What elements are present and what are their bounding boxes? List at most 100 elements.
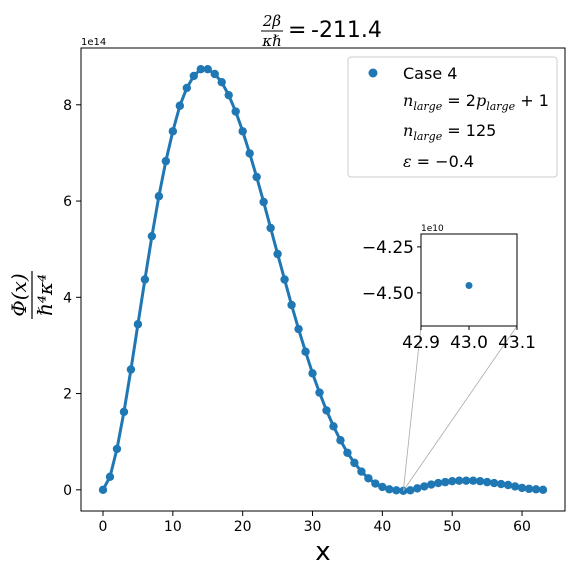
data-point — [531, 485, 541, 494]
data-point — [294, 324, 303, 334]
data-point — [427, 480, 436, 489]
inset-x-ticks: 42.9 43.0 43.1 — [402, 326, 536, 353]
inset-frame — [420, 233, 518, 327]
x-tick-label: 50 — [443, 519, 461, 535]
inset-y-tick-label: −4.25 — [362, 238, 414, 258]
y-axis-label: Φ(x) ℏ⁴κ⁴ — [7, 271, 57, 319]
title-denominator: κℏ — [261, 32, 282, 50]
ylabel-numerator: Φ(x) — [7, 273, 31, 316]
data-point — [503, 480, 513, 490]
data-point — [489, 478, 499, 488]
data-point — [434, 478, 443, 488]
data-point — [287, 300, 296, 310]
data-point — [210, 69, 219, 79]
y-tick-label: 4 — [63, 290, 72, 306]
series-case-4 — [98, 64, 548, 495]
y-offset-text: 1e14 — [81, 37, 106, 48]
inset-x-tick-label: 42.9 — [402, 333, 440, 353]
y-tick-label: 6 — [63, 194, 72, 210]
data-point — [140, 275, 150, 284]
inset-x-tick-label: 43.0 — [450, 333, 488, 353]
data-point — [385, 485, 394, 494]
x-tick-label: 30 — [304, 519, 322, 535]
data-point — [378, 482, 387, 492]
data-point — [371, 479, 380, 488]
data-point — [482, 477, 492, 487]
y-tick-label: 2 — [63, 387, 72, 403]
legend-line-3: ε = −0.4 — [403, 152, 474, 171]
data-point — [350, 458, 359, 468]
data-point — [301, 347, 310, 356]
data-point — [448, 476, 457, 486]
data-point — [203, 64, 212, 74]
legend-frame — [347, 56, 558, 178]
data-point — [189, 71, 198, 81]
data-point — [406, 486, 415, 495]
data-point — [475, 476, 485, 486]
data-point — [441, 477, 450, 487]
data-point — [510, 482, 520, 491]
title-numerator: 2β — [262, 12, 282, 30]
data-point — [168, 127, 178, 136]
inset-connector-lines — [402, 325, 518, 492]
data-point — [273, 249, 282, 259]
data-point — [112, 444, 122, 454]
y-tick-label: 8 — [63, 98, 72, 114]
inset-y-tick-label: −4.50 — [362, 284, 414, 304]
data-point — [161, 156, 171, 166]
title-value: -211.4 — [311, 18, 382, 43]
data-point — [105, 472, 115, 482]
x-tick-label: 10 — [164, 519, 182, 535]
data-point — [98, 485, 108, 495]
x-axis-ticks: 0 10 20 30 40 50 60 — [99, 511, 531, 535]
inset-y-ticks: −4.25 −4.50 — [362, 238, 421, 304]
ylabel-denominator: ℏ⁴κ⁴ — [33, 274, 57, 316]
x-tick-label: 40 — [373, 519, 391, 535]
data-point — [217, 77, 226, 87]
data-point — [196, 64, 205, 74]
data-point — [461, 476, 471, 485]
data-point — [126, 365, 136, 374]
inset-zoom-axes: 1e10 42.9 43.0 43.1 −4.25 −4.50 — [362, 224, 536, 353]
legend-marker-case-4 — [368, 68, 378, 78]
x-tick-label: 20 — [234, 519, 252, 535]
data-point — [252, 172, 261, 182]
data-point — [392, 486, 401, 495]
data-point — [329, 422, 338, 431]
data-point — [538, 485, 548, 495]
inset-series — [465, 282, 473, 290]
data-point — [517, 483, 527, 493]
data-point — [315, 388, 324, 397]
data-point — [224, 90, 233, 100]
plot-frame — [80, 47, 566, 512]
connector-line — [402, 325, 518, 492]
x-tick-label: 60 — [513, 519, 531, 535]
data-point — [468, 476, 478, 485]
data-point — [336, 436, 345, 445]
data-point — [322, 406, 331, 415]
legend: Case 4 nlarge = 2plarge + 1 nlarge = 125… — [347, 56, 558, 178]
inset-data-point — [465, 282, 473, 290]
data-point — [364, 474, 373, 483]
data-point — [454, 476, 464, 485]
plot-area: 0 10 20 30 40 50 60 0 2 4 6 8 — [63, 47, 566, 535]
x-axis-label: x — [315, 537, 330, 567]
data-point — [119, 407, 129, 417]
chart-title: 2β κℏ = -211.4 — [261, 12, 382, 50]
data-point — [343, 448, 352, 457]
data-point — [133, 320, 143, 329]
data-point — [280, 275, 289, 284]
data-point — [238, 127, 247, 136]
inset-x-tick-label: 43.1 — [498, 333, 536, 353]
data-point — [357, 467, 366, 476]
data-point — [245, 149, 254, 158]
y-tick-label: 0 — [63, 483, 72, 499]
data-point — [413, 484, 422, 493]
data-point — [147, 231, 157, 241]
data-point — [259, 197, 268, 207]
legend-label-case-4: Case 4 — [403, 64, 457, 83]
title-equals: = — [288, 18, 306, 43]
legend-line-1: nlarge = 2plarge + 1 — [403, 91, 549, 113]
data-point — [154, 192, 164, 201]
